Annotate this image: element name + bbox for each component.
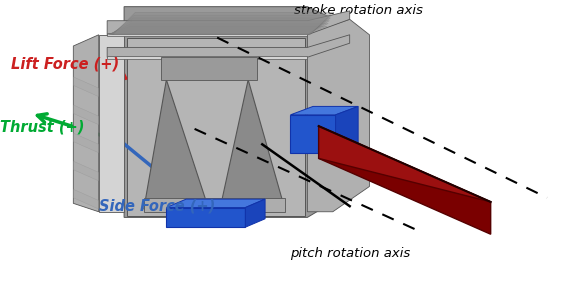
Polygon shape [73, 133, 99, 153]
Polygon shape [73, 105, 99, 125]
Polygon shape [73, 77, 99, 96]
Polygon shape [144, 198, 285, 212]
Polygon shape [108, 23, 328, 35]
Polygon shape [127, 38, 305, 216]
Polygon shape [336, 106, 358, 153]
Polygon shape [109, 21, 329, 35]
Text: Side Force (+): Side Force (+) [99, 198, 215, 213]
Polygon shape [166, 208, 245, 227]
Polygon shape [319, 126, 491, 234]
Polygon shape [220, 80, 285, 209]
Polygon shape [124, 7, 350, 217]
Polygon shape [144, 80, 209, 209]
Polygon shape [107, 26, 327, 35]
Polygon shape [113, 12, 333, 35]
Polygon shape [99, 35, 124, 212]
Polygon shape [166, 199, 265, 208]
Polygon shape [73, 35, 99, 212]
Polygon shape [111, 18, 331, 35]
Polygon shape [107, 33, 307, 36]
Polygon shape [161, 57, 257, 80]
Text: Thrust (+): Thrust (+) [0, 120, 85, 135]
Polygon shape [107, 35, 350, 57]
Polygon shape [107, 11, 350, 35]
Polygon shape [319, 126, 491, 202]
Polygon shape [73, 161, 99, 181]
Polygon shape [107, 56, 307, 59]
Polygon shape [112, 15, 332, 35]
Polygon shape [245, 199, 265, 227]
Text: stroke rotation axis: stroke rotation axis [294, 3, 422, 17]
Polygon shape [307, 19, 369, 212]
Text: pitch rotation axis: pitch rotation axis [289, 246, 410, 259]
Polygon shape [290, 115, 336, 153]
Polygon shape [73, 189, 99, 209]
Polygon shape [290, 106, 358, 115]
Text: Lift Force (+): Lift Force (+) [11, 56, 120, 71]
